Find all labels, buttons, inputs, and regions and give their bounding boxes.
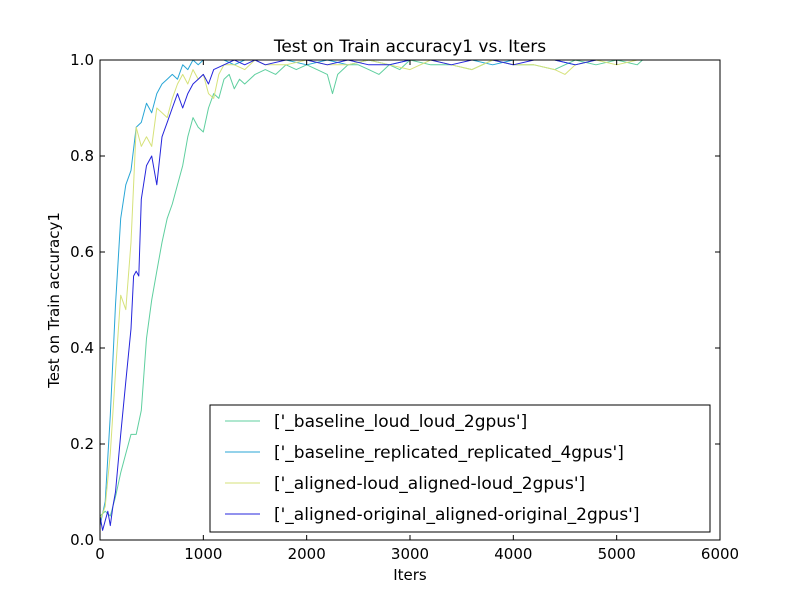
y-tick-label: 0.0 — [70, 531, 94, 549]
chart-title: Test on Train accuracy1 vs. Iters — [273, 37, 546, 57]
x-tick-label: 0 — [95, 545, 105, 563]
y-tick-label: 0.6 — [70, 243, 94, 261]
y-tick-label: 0.8 — [70, 147, 94, 165]
x-tick-label: 4000 — [494, 545, 532, 563]
axes: 0 1000 2000 3000 4000 5000 6000 0.0 0.2 0.4 0.6 0.8… — [70, 51, 739, 563]
legend-label-2: ['_baseline_replicated_replicated_4gpus'… — [274, 443, 624, 463]
y-tick-label: 0.4 — [70, 339, 94, 357]
y-axis-label: Test on Train accuracy1 — [45, 212, 63, 389]
x-tick-label: 3000 — [391, 545, 429, 563]
legend-label-4: ['_aligned-original_aligned-original_2gp… — [274, 505, 639, 525]
x-tick-label: 6000 — [701, 545, 739, 563]
y-tick-label: 0.2 — [70, 435, 94, 453]
y-tick-label: 1.0 — [70, 51, 94, 69]
x-tick-label: 1000 — [184, 545, 222, 563]
x-axis-label: Iters — [393, 566, 427, 584]
legend-label-1: ['_baseline_loud_loud_2gpus'] — [274, 412, 527, 432]
x-tick-label: 2000 — [288, 545, 326, 563]
legend-box — [209, 404, 711, 533]
series-group — [100, 60, 643, 531]
x-tick-label: 5000 — [598, 545, 636, 563]
legend-label-3: ['_aligned-loud_aligned-loud_2gpus'] — [274, 474, 585, 494]
plot-area — [100, 60, 643, 531]
series-line-4 — [100, 60, 643, 531]
legend: ['_baseline_loud_loud_2gpus'] ['_baseline… — [209, 404, 711, 533]
